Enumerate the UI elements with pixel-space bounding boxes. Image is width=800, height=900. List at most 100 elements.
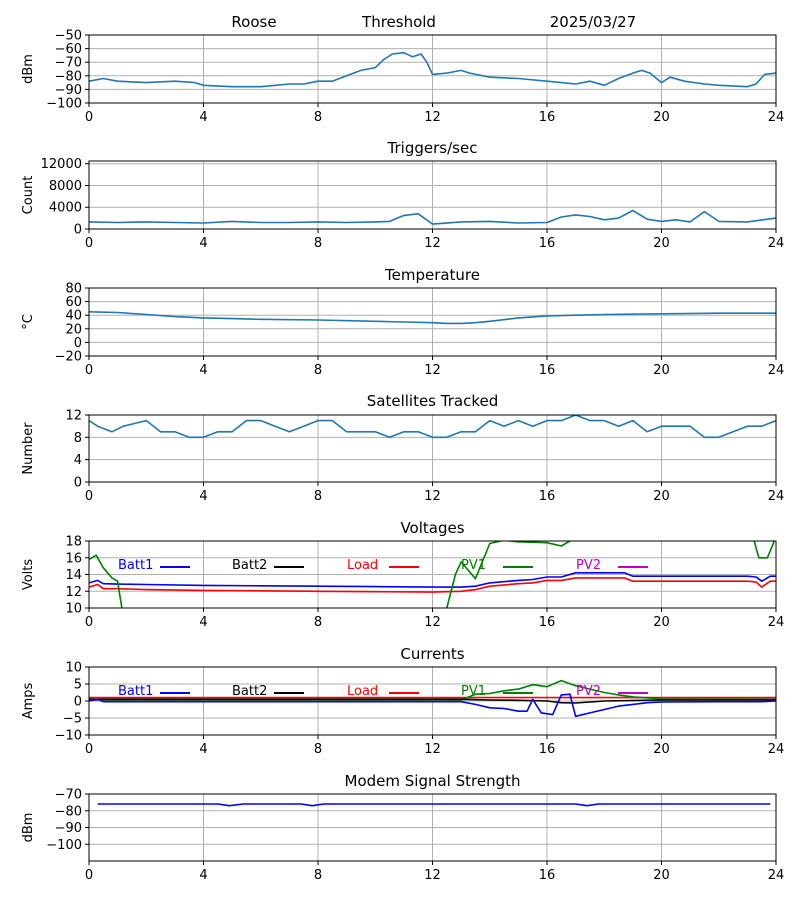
y-tick-label: 12 bbox=[65, 585, 82, 600]
y-axis-label: Number bbox=[21, 422, 36, 475]
y-tick-label: 40 bbox=[65, 309, 82, 324]
chart-title: Currents bbox=[400, 645, 464, 663]
y-tick-label: 0 bbox=[74, 336, 82, 351]
x-tick-label: 0 bbox=[85, 110, 93, 125]
y-tick-label: −50 bbox=[55, 29, 82, 44]
x-tick-label: 12 bbox=[424, 742, 441, 757]
y-tick-label: 60 bbox=[65, 295, 82, 310]
series-line-pv1 bbox=[89, 541, 776, 608]
chart-panel-7: 0 4 8 12 16 20 24 −100 −90 −80−70 Modem Signal Str… bbox=[21, 772, 784, 883]
x-tick-label: 16 bbox=[539, 868, 556, 883]
y-axis-label: Amps bbox=[21, 682, 36, 719]
y-tick-label: −100 bbox=[46, 97, 82, 112]
chart-title: Modem Signal Strength bbox=[345, 772, 521, 790]
x-tick-label: 12 bbox=[424, 615, 441, 630]
series-line-batt1 bbox=[89, 571, 776, 588]
y-tick-label: 4 bbox=[74, 453, 82, 468]
x-tick-label: 8 bbox=[314, 489, 322, 504]
series-line-data bbox=[89, 209, 776, 225]
chart-title: Temperature bbox=[384, 266, 480, 284]
station-name: Roose bbox=[231, 13, 276, 31]
y-tick-label: 5 bbox=[74, 678, 82, 693]
legend-label: Batt2 bbox=[232, 684, 267, 699]
x-tick-label: 8 bbox=[314, 742, 322, 757]
x-tick-label: 8 bbox=[314, 110, 322, 125]
y-tick-label: −10 bbox=[55, 729, 82, 744]
x-tick-label: 12 bbox=[424, 489, 441, 504]
x-tick-label: 24 bbox=[768, 868, 785, 883]
chart-title: Voltages bbox=[400, 519, 464, 537]
chart-title: Satellites Tracked bbox=[367, 392, 498, 410]
y-axis-label: °C bbox=[21, 314, 36, 330]
x-tick-label: 16 bbox=[539, 489, 556, 504]
legend-label: Batt1 bbox=[118, 684, 153, 699]
x-tick-label: 8 bbox=[314, 868, 322, 883]
x-tick-label: 12 bbox=[424, 363, 441, 378]
y-axis-label: dBm bbox=[21, 54, 36, 84]
x-tick-label: 16 bbox=[539, 110, 556, 125]
y-tick-label: 8 bbox=[74, 431, 82, 446]
x-tick-label: 20 bbox=[653, 236, 670, 251]
x-tick-label: 0 bbox=[85, 236, 93, 251]
x-tick-label: 24 bbox=[768, 110, 785, 125]
legend-label: PV1 bbox=[461, 558, 486, 573]
y-tick-label: −5 bbox=[63, 712, 82, 727]
chart-title: Triggers/sec bbox=[387, 139, 478, 157]
legend-label: PV2 bbox=[576, 558, 601, 573]
chart-panel-4: 0 4 8 12 16 20 24 0 4 8 12 Satellites Tracked Number bbox=[21, 392, 784, 504]
series-line-data bbox=[89, 51, 776, 88]
y-axis-label: dBm bbox=[21, 813, 36, 843]
y-tick-label: 14 bbox=[65, 568, 82, 583]
x-tick-label: 16 bbox=[539, 363, 556, 378]
y-tick-label: 12000 bbox=[41, 157, 82, 172]
y-tick-label: 10 bbox=[65, 661, 82, 676]
x-tick-label: 4 bbox=[199, 363, 207, 378]
y-tick-label: −70 bbox=[55, 56, 82, 71]
date-label: 2025/03/27 bbox=[550, 13, 636, 31]
x-tick-label: 12 bbox=[424, 868, 441, 883]
x-tick-label: 16 bbox=[539, 236, 556, 251]
y-tick-label: −100 bbox=[46, 838, 82, 853]
series-line-data bbox=[97, 803, 771, 807]
y-tick-label: −20 bbox=[55, 350, 82, 365]
series-line-batt2 bbox=[89, 698, 776, 704]
legend-label: Batt2 bbox=[232, 558, 267, 573]
y-tick-label: 80 bbox=[65, 282, 82, 297]
x-tick-label: 4 bbox=[199, 489, 207, 504]
x-tick-label: 24 bbox=[768, 489, 785, 504]
x-tick-label: 8 bbox=[314, 236, 322, 251]
x-tick-label: 8 bbox=[314, 615, 322, 630]
y-tick-label: −90 bbox=[55, 83, 82, 98]
x-tick-label: 24 bbox=[768, 615, 785, 630]
y-tick-label: 16 bbox=[65, 551, 82, 566]
series-line-load bbox=[89, 577, 776, 593]
y-tick-label: −70 bbox=[55, 788, 82, 803]
y-tick-label: 0 bbox=[74, 223, 82, 238]
x-tick-label: 20 bbox=[653, 110, 670, 125]
x-tick-label: 20 bbox=[653, 868, 670, 883]
y-tick-label: 0 bbox=[74, 476, 82, 491]
legend-label: Batt1 bbox=[118, 558, 153, 573]
x-tick-label: 24 bbox=[768, 236, 785, 251]
y-tick-label: −80 bbox=[55, 69, 82, 84]
mode-label: Threshold bbox=[361, 13, 436, 31]
chart-panel-2: 0 4 8 12 16 20 24 0 4000 8000 12000 Triggers/sec Cou… bbox=[21, 139, 784, 251]
x-tick-label: 8 bbox=[314, 363, 322, 378]
y-tick-label: 12 bbox=[65, 409, 82, 424]
y-axis-label: Count bbox=[21, 176, 36, 215]
series-line-pv1 bbox=[89, 679, 776, 701]
chart-panel-1: 0 4 8 12 16 20 24 −100−90−80−70−60−50 dBm bbox=[21, 29, 784, 126]
y-tick-label: 20 bbox=[65, 322, 82, 337]
series-line-data bbox=[89, 415, 776, 439]
x-tick-label: 4 bbox=[199, 236, 207, 251]
x-tick-label: 20 bbox=[653, 615, 670, 630]
x-tick-label: 0 bbox=[85, 363, 93, 378]
y-tick-label: −60 bbox=[55, 42, 82, 57]
x-tick-label: 4 bbox=[199, 868, 207, 883]
x-tick-label: 16 bbox=[539, 742, 556, 757]
